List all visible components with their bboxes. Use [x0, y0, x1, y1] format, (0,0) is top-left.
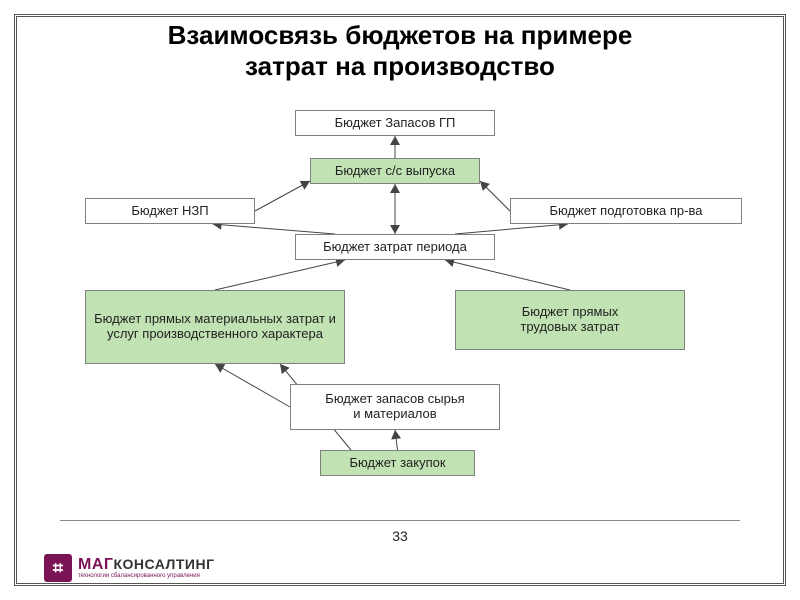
slide-title: Взаимосвязь бюджетов на примере затрат н…	[30, 20, 770, 82]
flowchart-node: Бюджет с/с выпуска	[310, 158, 480, 184]
logo-glyph: ⌗	[53, 558, 63, 579]
slide: Взаимосвязь бюджетов на примере затрат н…	[0, 0, 800, 600]
flowchart-node: Бюджет затрат периода	[295, 234, 495, 260]
logo-tagline: технологии сбалансированного управления	[78, 573, 215, 579]
logo-text-2: КОНСАЛТИНГ	[113, 557, 214, 571]
flowchart-node: Бюджет НЗП	[85, 198, 255, 224]
logo-icon: ⌗	[44, 554, 72, 582]
flowchart-node: Бюджет подготовка пр-ва	[510, 198, 742, 224]
footer-divider	[60, 520, 740, 521]
footer-logo-block: ⌗ МАГ КОНСАЛТИНГ технологии сбалансирова…	[44, 554, 215, 582]
flowchart-node: Бюджет прямых трудовых затрат	[455, 290, 685, 350]
flowchart-node: Бюджет закупок	[320, 450, 475, 476]
flowchart-node: Бюджет запасов сырья и материалов	[290, 384, 500, 430]
logo-text: МАГ КОНСАЛТИНГ технологии сбалансированн…	[78, 557, 215, 579]
budget-flowchart: Бюджет Запасов ГП Бюджет с/с выпуска Бюдже…	[30, 110, 770, 490]
page-number: 33	[0, 528, 800, 544]
flowchart-node: Бюджет Запасов ГП	[295, 110, 495, 136]
logo-main-line: МАГ КОНСАЛТИНГ	[78, 557, 215, 573]
logo-text-1: МАГ	[78, 557, 113, 573]
flowchart-node: Бюджет прямых материальных затрат и услу…	[85, 290, 345, 364]
